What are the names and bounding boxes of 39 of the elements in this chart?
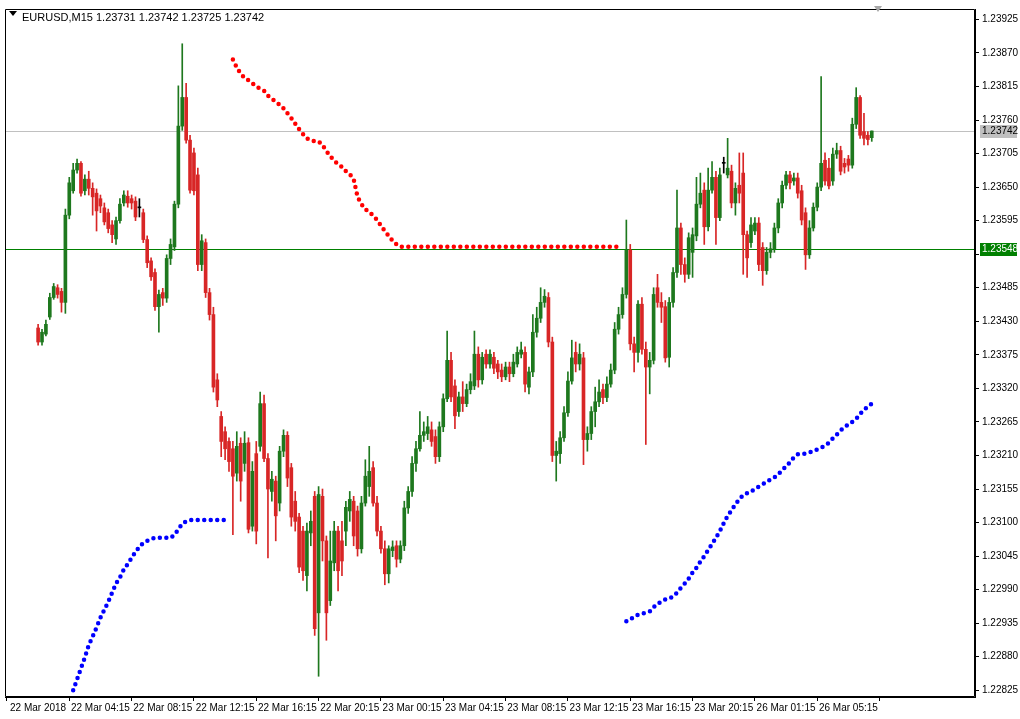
x-tick-label: 22 Mar 04:15 bbox=[70, 701, 131, 713]
x-tick-label: 22 Mar 08:15 bbox=[133, 701, 193, 713]
candlestick bbox=[721, 156, 726, 174]
ref-line-label: 1.23548 bbox=[982, 243, 1019, 255]
candlestick bbox=[460, 381, 465, 412]
y-tick-label: 1.23100 bbox=[982, 516, 1019, 528]
x-tick-label: 22 Mar 16:15 bbox=[257, 701, 318, 713]
x-tick-label: 23 Mar 20:15 bbox=[694, 701, 754, 713]
x-tick-label: 22 Mar 20:15 bbox=[320, 701, 380, 713]
y-tick-label: 1.22825 bbox=[982, 684, 1019, 696]
ref-line-label: 1.23742 bbox=[982, 125, 1019, 137]
y-tick-label: 1.22935 bbox=[982, 616, 1019, 628]
x-tick-label: 23 Mar 04:15 bbox=[444, 701, 505, 713]
y-tick-label: 1.23705 bbox=[982, 147, 1019, 159]
x-tick-label: 26 Mar 05:15 bbox=[818, 701, 879, 713]
y-tick-label: 1.22880 bbox=[982, 650, 1019, 662]
chart-title: EURUSD,M15 1.23731 1.23742 1.23725 1.23742 bbox=[22, 11, 265, 24]
y-tick-label: 1.23320 bbox=[982, 382, 1019, 394]
x-tick-label: 22 Mar 12:15 bbox=[195, 701, 255, 713]
y-tick-label: 1.23925 bbox=[982, 13, 1019, 25]
y-tick-label: 1.23650 bbox=[982, 180, 1019, 192]
x-tick-label: 22 Mar 2018 bbox=[10, 701, 67, 713]
y-tick-label: 1.23595 bbox=[982, 214, 1019, 226]
y-tick-label: 1.23210 bbox=[982, 449, 1019, 461]
x-tick-label: 23 Mar 00:15 bbox=[382, 701, 442, 713]
y-tick-label: 1.23870 bbox=[982, 46, 1019, 58]
y-tick-label: 1.22990 bbox=[982, 583, 1019, 595]
x-tick-label: 26 Mar 01:15 bbox=[756, 701, 816, 713]
y-tick-label: 1.23155 bbox=[982, 482, 1019, 494]
y-tick-label: 1.23430 bbox=[982, 315, 1019, 327]
y-tick-label: 1.23265 bbox=[982, 415, 1019, 427]
x-tick-label: 23 Mar 12:15 bbox=[569, 701, 629, 713]
x-tick-label: 23 Mar 16:15 bbox=[631, 701, 692, 713]
y-tick-label: 1.23045 bbox=[982, 549, 1019, 561]
y-tick-label: 1.23485 bbox=[982, 281, 1019, 293]
y-tick-label: 1.23815 bbox=[982, 80, 1019, 92]
y-tick-label: 1.23760 bbox=[982, 113, 1019, 125]
y-tick-label: 1.23375 bbox=[982, 348, 1019, 360]
x-tick-label: 23 Mar 08:15 bbox=[507, 701, 567, 713]
